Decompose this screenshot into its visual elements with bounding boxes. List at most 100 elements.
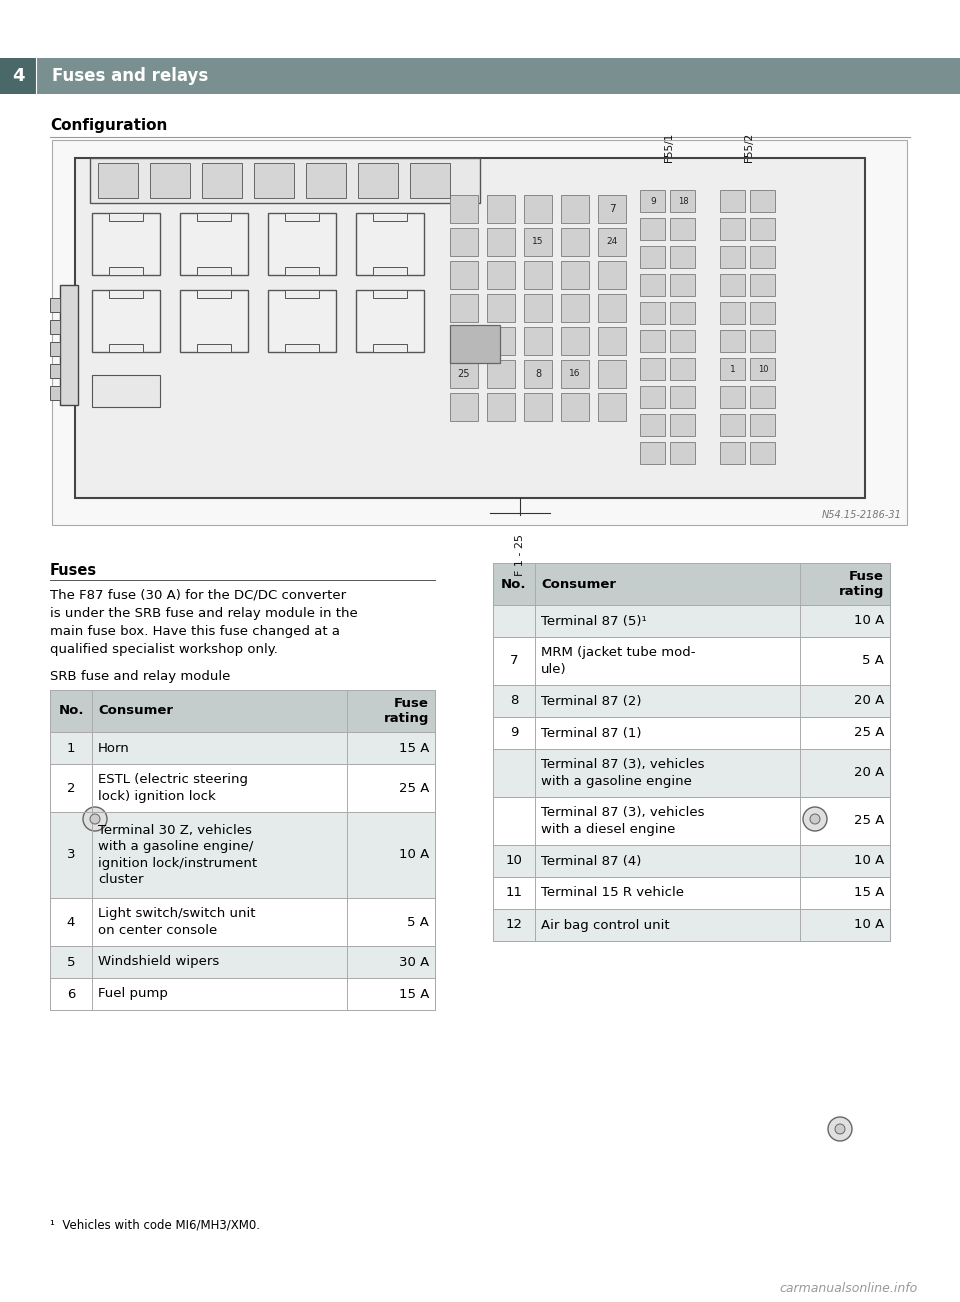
Bar xyxy=(561,393,589,421)
Text: 12: 12 xyxy=(506,918,522,931)
Text: Fuses: Fuses xyxy=(50,562,97,578)
Bar xyxy=(493,797,890,845)
Text: 11: 11 xyxy=(506,887,522,900)
Bar xyxy=(373,267,407,275)
Bar xyxy=(670,246,695,268)
Bar xyxy=(450,195,478,223)
Bar xyxy=(493,878,890,909)
Text: ESTL (electric steering
lock) ignition lock: ESTL (electric steering lock) ignition l… xyxy=(98,773,248,803)
Bar xyxy=(493,717,890,749)
Text: 8: 8 xyxy=(535,368,541,379)
Text: 10: 10 xyxy=(757,365,768,374)
Bar xyxy=(524,327,552,355)
Bar xyxy=(493,749,890,797)
Text: 5: 5 xyxy=(67,956,75,969)
Bar xyxy=(356,214,424,275)
Bar xyxy=(50,385,60,400)
Bar xyxy=(50,298,60,312)
Bar xyxy=(487,228,515,256)
Bar xyxy=(487,359,515,388)
Bar xyxy=(493,749,890,797)
Bar xyxy=(561,359,589,388)
Text: Light switch/switch unit
on center console: Light switch/switch unit on center conso… xyxy=(98,907,255,936)
Text: Terminal 87 (2): Terminal 87 (2) xyxy=(541,694,641,707)
Text: ¹  Vehicles with code MI6/MH3/XM0.: ¹ Vehicles with code MI6/MH3/XM0. xyxy=(50,1217,260,1230)
Text: 10 A: 10 A xyxy=(398,849,429,862)
Text: 5 A: 5 A xyxy=(862,655,884,668)
Bar xyxy=(750,302,775,324)
Bar xyxy=(493,685,890,717)
Bar xyxy=(50,812,435,898)
Bar xyxy=(524,195,552,223)
Bar xyxy=(561,327,589,355)
Bar xyxy=(356,290,424,352)
Text: carmanualsonline.info: carmanualsonline.info xyxy=(780,1282,918,1295)
Bar xyxy=(285,290,319,298)
Text: 2: 2 xyxy=(67,781,75,794)
Text: Terminal 30 Z, vehicles
with a gasoline engine/
ignition lock/instrument
cluster: Terminal 30 Z, vehicles with a gasoline … xyxy=(98,824,257,887)
Bar xyxy=(487,195,515,223)
Bar xyxy=(487,260,515,289)
Bar xyxy=(268,214,336,275)
Bar xyxy=(52,141,907,525)
Bar xyxy=(92,375,160,408)
Bar xyxy=(50,690,435,732)
Bar xyxy=(487,327,515,355)
Bar xyxy=(640,217,665,240)
Text: SRB fuse and relay module: SRB fuse and relay module xyxy=(50,671,230,684)
Bar xyxy=(524,393,552,421)
Text: Terminal 87 (3), vehicles
with a diesel engine: Terminal 87 (3), vehicles with a diesel … xyxy=(541,806,705,836)
Bar xyxy=(598,228,626,256)
Bar xyxy=(285,344,319,352)
Circle shape xyxy=(828,1117,852,1141)
Bar xyxy=(670,190,695,212)
Bar xyxy=(493,605,890,637)
Text: 8: 8 xyxy=(510,694,518,707)
Bar xyxy=(598,260,626,289)
Bar xyxy=(450,393,478,421)
Bar xyxy=(640,385,665,408)
Bar xyxy=(750,441,775,464)
Bar xyxy=(373,344,407,352)
Text: 25 A: 25 A xyxy=(853,815,884,828)
Bar xyxy=(493,637,890,685)
Circle shape xyxy=(83,807,107,831)
Text: MRM (jacket tube mod-
ule): MRM (jacket tube mod- ule) xyxy=(541,646,695,676)
Bar xyxy=(50,764,435,812)
Bar xyxy=(493,562,890,605)
Bar xyxy=(720,358,745,380)
Text: Terminal 87 (5)¹: Terminal 87 (5)¹ xyxy=(541,615,647,628)
Bar xyxy=(493,909,890,941)
Text: 9: 9 xyxy=(510,727,518,740)
Bar xyxy=(750,190,775,212)
Bar xyxy=(109,214,143,221)
Bar xyxy=(750,273,775,296)
Text: F55/1: F55/1 xyxy=(664,133,674,161)
Text: The F87 fuse (30 A) for the DC/DC converter
is under the SRB fuse and relay modu: The F87 fuse (30 A) for the DC/DC conver… xyxy=(50,589,358,656)
Bar xyxy=(524,294,552,322)
Text: 24: 24 xyxy=(607,237,617,246)
Bar xyxy=(50,898,435,947)
Text: Horn: Horn xyxy=(98,742,130,754)
Bar xyxy=(493,909,890,941)
Text: 7: 7 xyxy=(510,655,518,668)
Bar xyxy=(306,163,346,198)
Bar xyxy=(493,797,890,845)
Bar xyxy=(720,329,745,352)
Bar xyxy=(670,273,695,296)
Bar xyxy=(720,217,745,240)
Text: Terminal 87 (3), vehicles
with a gasoline engine: Terminal 87 (3), vehicles with a gasolin… xyxy=(541,758,705,788)
Bar xyxy=(670,358,695,380)
Bar xyxy=(561,260,589,289)
Circle shape xyxy=(810,814,820,824)
Text: N54.15-2186-31: N54.15-2186-31 xyxy=(822,510,902,519)
Bar xyxy=(720,246,745,268)
Bar xyxy=(180,290,248,352)
Bar xyxy=(197,344,231,352)
Text: 6: 6 xyxy=(67,987,75,1000)
Bar xyxy=(450,327,478,355)
Text: 9: 9 xyxy=(650,197,656,206)
Bar xyxy=(493,845,890,878)
Bar xyxy=(720,302,745,324)
Bar xyxy=(254,163,294,198)
